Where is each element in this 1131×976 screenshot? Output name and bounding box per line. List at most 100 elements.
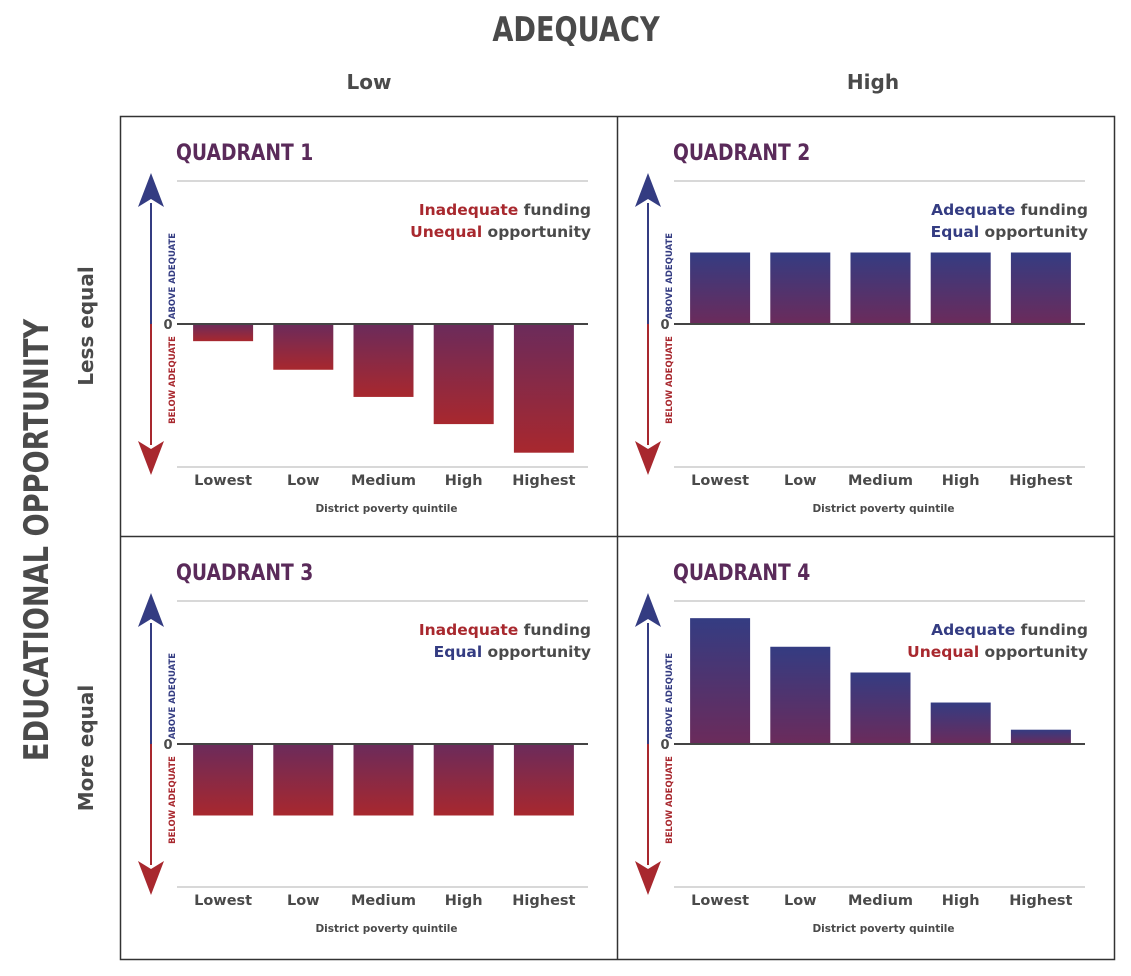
arrow-up-head-icon bbox=[635, 173, 661, 207]
legend-opportunity-text: opportunity bbox=[979, 643, 1088, 661]
arrow-down-head-icon bbox=[138, 441, 164, 475]
bar-low bbox=[273, 744, 334, 816]
x-axis-label: District poverty quintile bbox=[812, 923, 954, 935]
legend-funding-text: funding bbox=[1015, 201, 1088, 219]
legend-funding-keyword: Adequate bbox=[931, 621, 1016, 639]
below-adequate-label: BELOW ADEQUATE bbox=[665, 756, 675, 844]
above-adequate-label: ABOVE ADEQUATE bbox=[665, 653, 675, 739]
legend-opportunity-keyword: Unequal bbox=[410, 223, 483, 241]
bar-highest bbox=[1010, 252, 1071, 324]
bar-high bbox=[930, 252, 991, 324]
category-label: Low bbox=[287, 473, 320, 489]
zero-label: 0 bbox=[660, 318, 669, 333]
category-label: High bbox=[942, 473, 980, 489]
quadrant-legend: Adequate funding Equal opportunity bbox=[931, 199, 1088, 243]
quadrant-1: QUADRANT 1 Inadequate funding Unequal op… bbox=[120, 117, 617, 536]
bar-high bbox=[433, 744, 494, 816]
bar-lowest bbox=[690, 618, 751, 744]
quadrant-2: QUADRANT 2 Adequate funding Equal opport… bbox=[617, 117, 1114, 536]
x-axis-label: District poverty quintile bbox=[315, 503, 457, 515]
category-label: High bbox=[445, 473, 483, 489]
category-label: Low bbox=[287, 893, 320, 909]
category-label: Lowest bbox=[194, 473, 252, 489]
bar-high bbox=[930, 702, 991, 744]
legend-funding-keyword: Inadequate bbox=[418, 201, 519, 219]
category-label: Lowest bbox=[194, 893, 252, 909]
quadrant-title: QUADRANT 1 bbox=[176, 141, 314, 166]
quadrant-legend: Inadequate funding Equal opportunity bbox=[419, 619, 591, 663]
legend-opportunity-keyword: Equal bbox=[930, 223, 980, 241]
below-adequate-label: BELOW ADEQUATE bbox=[665, 336, 675, 424]
below-adequate-label: BELOW ADEQUATE bbox=[168, 336, 178, 424]
bar-lowest bbox=[193, 324, 254, 342]
bar-highest bbox=[513, 324, 574, 453]
category-label: High bbox=[445, 893, 483, 909]
bar-medium bbox=[850, 252, 911, 324]
category-label: Lowest bbox=[691, 893, 749, 909]
zero-label: 0 bbox=[163, 738, 172, 753]
bar-high bbox=[433, 324, 494, 425]
legend-funding-text: funding bbox=[518, 201, 591, 219]
legend-funding-text: funding bbox=[518, 621, 591, 639]
legend-opportunity-text: opportunity bbox=[482, 223, 591, 241]
arrow-up-head-icon bbox=[635, 593, 661, 627]
bar-medium bbox=[353, 744, 414, 816]
arrow-down-head-icon bbox=[635, 441, 661, 475]
quadrant-4: QUADRANT 4 Adequate funding Unequal oppo… bbox=[617, 537, 1114, 959]
legend-funding-keyword: Inadequate bbox=[418, 621, 519, 639]
legend-opportunity-text: opportunity bbox=[979, 223, 1088, 241]
category-label: Highest bbox=[512, 473, 575, 489]
quadrant-title: QUADRANT 4 bbox=[673, 561, 811, 586]
above-adequate-label: ABOVE ADEQUATE bbox=[168, 233, 178, 319]
above-adequate-label: ABOVE ADEQUATE bbox=[665, 233, 675, 319]
bar-lowest bbox=[690, 252, 751, 324]
category-label: Medium bbox=[848, 893, 913, 909]
bar-low bbox=[770, 646, 831, 744]
x-axis-label: District poverty quintile bbox=[315, 923, 457, 935]
below-adequate-label: BELOW ADEQUATE bbox=[168, 756, 178, 844]
category-label: Highest bbox=[1009, 893, 1072, 909]
column-header-high: High bbox=[846, 70, 900, 94]
bar-low bbox=[273, 324, 334, 370]
category-label: Low bbox=[784, 893, 817, 909]
above-adequate-label: ABOVE ADEQUATE bbox=[168, 653, 178, 739]
category-label: Medium bbox=[351, 473, 416, 489]
arrow-up-head-icon bbox=[138, 173, 164, 207]
bar-highest bbox=[1010, 729, 1071, 744]
legend-opportunity-keyword: Equal bbox=[433, 643, 483, 661]
legend-opportunity-keyword: Unequal bbox=[907, 643, 980, 661]
zero-label: 0 bbox=[163, 318, 172, 333]
category-label: Highest bbox=[512, 893, 575, 909]
bar-lowest bbox=[193, 744, 254, 816]
category-label: High bbox=[942, 893, 980, 909]
zero-label: 0 bbox=[660, 738, 669, 753]
quadrant-3: QUADRANT 3 Inadequate funding Equal oppo… bbox=[120, 537, 617, 959]
bar-low bbox=[770, 252, 831, 324]
bar-medium bbox=[353, 324, 414, 397]
x-axis-label: District poverty quintile bbox=[812, 503, 954, 515]
bar-medium bbox=[850, 672, 911, 744]
category-label: Low bbox=[784, 473, 817, 489]
quadrant-legend: Adequate funding Unequal opportunity bbox=[907, 619, 1088, 663]
bar-highest bbox=[513, 744, 574, 816]
category-label: Medium bbox=[848, 473, 913, 489]
quadrant-legend: Inadequate funding Unequal opportunity bbox=[410, 199, 591, 243]
legend-funding-keyword: Adequate bbox=[931, 201, 1016, 219]
quadrant-title: QUADRANT 3 bbox=[176, 561, 314, 586]
legend-opportunity-text: opportunity bbox=[482, 643, 591, 661]
column-header-low: Low bbox=[346, 70, 392, 94]
arrow-up-head-icon bbox=[138, 593, 164, 627]
arrow-down-head-icon bbox=[138, 861, 164, 895]
category-label: Medium bbox=[351, 893, 416, 909]
arrow-down-head-icon bbox=[635, 861, 661, 895]
quadrant-title: QUADRANT 2 bbox=[673, 141, 811, 166]
main-title: ADEQUACY bbox=[492, 10, 660, 50]
category-label: Highest bbox=[1009, 473, 1072, 489]
category-label: Lowest bbox=[691, 473, 749, 489]
legend-funding-text: funding bbox=[1015, 621, 1088, 639]
